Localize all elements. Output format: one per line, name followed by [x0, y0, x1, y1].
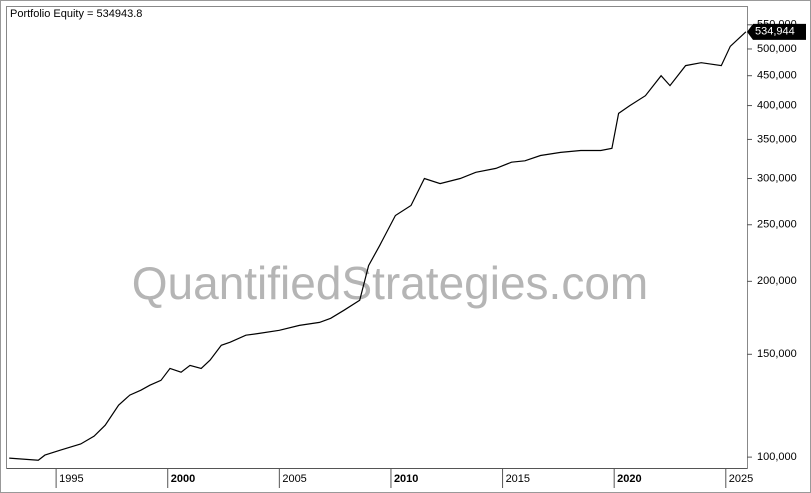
x-tick-label: 2015 [506, 473, 530, 485]
y-tick-label: 150,000 [757, 348, 797, 360]
y-tick-label: 100,000 [757, 451, 797, 463]
x-tick-label: 2025 [729, 473, 753, 485]
x-tick-label: 1995 [59, 473, 83, 485]
y-tick-label: 250,000 [757, 219, 797, 231]
y-tick-label: 450,000 [757, 70, 797, 82]
y-tick-label: 500,000 [757, 43, 797, 55]
last-value-label: 534,944 [755, 26, 795, 38]
last-value-tag [747, 23, 806, 40]
y-tick-label: 300,000 [757, 172, 797, 184]
y-tick-label: 350,000 [757, 133, 797, 145]
chart-title: Portfolio Equity = 534943.8 [10, 8, 142, 20]
x-tick-label: 2020 [617, 473, 641, 485]
equity-line [9, 31, 747, 461]
x-tick-label: 2010 [394, 473, 418, 485]
y-tick-label: 400,000 [757, 99, 797, 111]
x-tick-label: 2005 [282, 473, 306, 485]
watermark: QuantifiedStrategies.com [132, 257, 649, 309]
y-tick-label: 200,000 [757, 275, 797, 287]
x-tick-label: 2000 [171, 473, 195, 485]
